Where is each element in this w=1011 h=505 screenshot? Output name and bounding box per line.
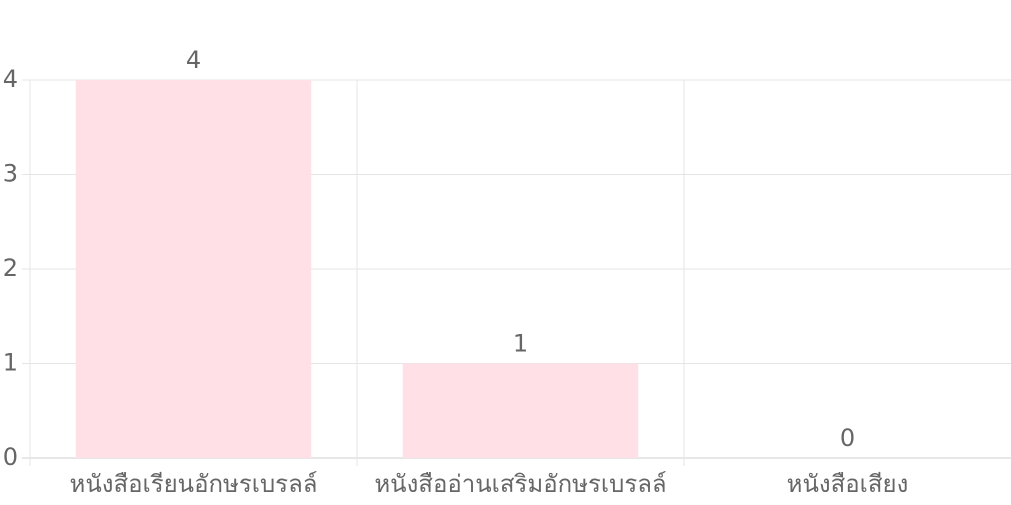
y-tick-label: 0: [3, 443, 18, 471]
x-axis-labels: หนังสือเรียนอักษรเบรลล์ หนังสืออ่านเสริมอ…: [70, 470, 909, 498]
x-category-label: หนังสือเรียนอักษรเบรลล์: [70, 470, 318, 498]
x-category-label: หนังสืออ่านเสริมอักษรเบรลล์: [374, 470, 666, 498]
x-category-label: หนังสือเสียง: [787, 470, 909, 498]
y-tick-label: 3: [3, 160, 18, 188]
data-label: 4: [186, 46, 201, 74]
y-tick-label: 1: [3, 349, 18, 377]
y-axis-ticks: 0 1 2 3 4: [3, 65, 18, 471]
data-label: 0: [840, 424, 855, 452]
bars-group: [75, 80, 639, 458]
bar-0: [75, 80, 312, 458]
data-label: 1: [513, 330, 528, 358]
y-tick-label: 2: [3, 254, 18, 282]
y-tick-label: 4: [3, 65, 18, 93]
bar-1: [402, 363, 639, 458]
data-labels: 4 1 0: [186, 46, 855, 452]
